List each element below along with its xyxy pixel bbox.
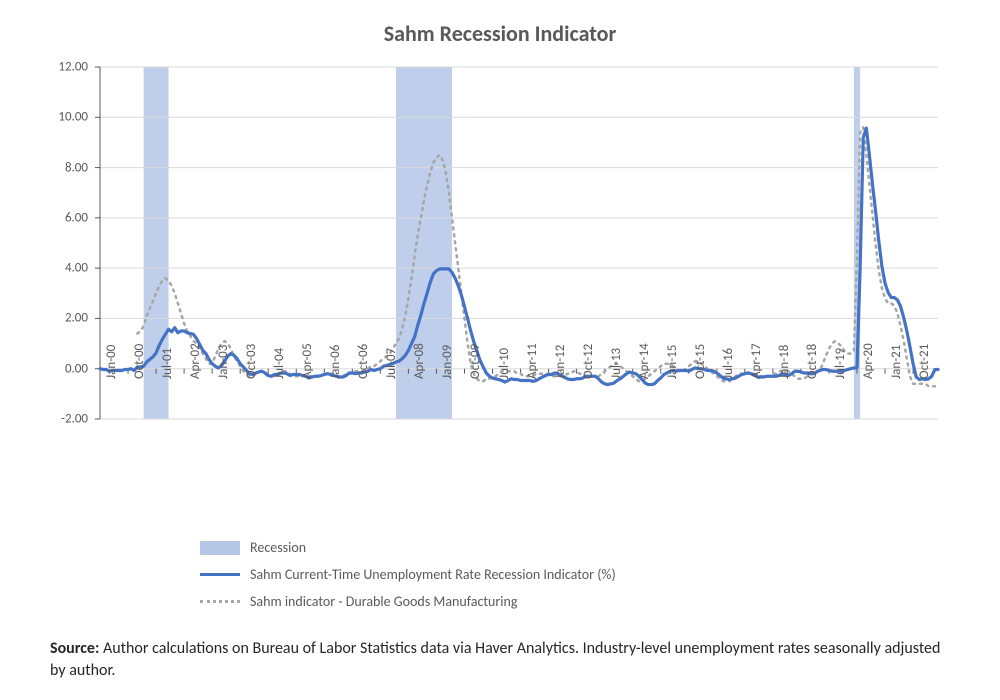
x-tick-label: Oct-06 xyxy=(356,343,371,378)
source-text: Author calculations on Bureau of Labor S… xyxy=(50,639,940,680)
legend-item: Sahm Current-Time Unemployment Rate Rece… xyxy=(200,566,616,583)
x-tick-label: Jan-09 xyxy=(440,344,455,378)
legend: Recession Sahm Current-Time Unemployment … xyxy=(200,539,800,610)
legend-swatch-dotted-line xyxy=(200,595,240,609)
x-tick-label: Jul-16 xyxy=(721,348,736,379)
x-tick-label: Apr-05 xyxy=(300,343,315,379)
x-tick-label: Apr-20 xyxy=(861,343,876,379)
x-tick-label: Oct-15 xyxy=(693,343,708,378)
x-tick-label: Apr-14 xyxy=(637,343,652,379)
x-tick-label: Jul-19 xyxy=(833,348,848,379)
y-tick-label: 8.00 xyxy=(65,160,88,175)
x-tick-label: Jan-18 xyxy=(777,344,792,378)
chart-title: Sahm Recession Indicator xyxy=(40,20,960,47)
x-tick-label: Apr-02 xyxy=(188,343,203,379)
x-tick-label: Jul-04 xyxy=(272,348,287,379)
legend-item: Sahm indicator - Durable Goods Manufactu… xyxy=(200,593,517,610)
x-tick-label: Jan-06 xyxy=(328,344,343,378)
x-tick-label: Jan-21 xyxy=(889,344,904,378)
x-tick-label: Oct-03 xyxy=(244,343,259,378)
source-label: Source: xyxy=(50,639,99,658)
legend-label: Recession xyxy=(250,539,306,556)
y-tick-label: 2.00 xyxy=(65,311,88,326)
chart-container: Sahm Recession Indicator -2.00 0.00 2.00 4.… xyxy=(0,0,1000,700)
x-tick-label: Apr-08 xyxy=(412,343,427,379)
x-tick-label: Oct-18 xyxy=(805,343,820,378)
x-tick-label: Oct-09 xyxy=(468,343,483,378)
legend-swatch-solid-line xyxy=(200,568,240,582)
y-tick-label: -2.00 xyxy=(61,412,88,427)
x-tick-label: Oct-21 xyxy=(917,343,932,378)
source-note: Source: Author calculations on Bureau of… xyxy=(50,638,950,683)
x-tick-label: Jan-00 xyxy=(104,344,119,378)
y-tick-label: 6.00 xyxy=(65,210,88,225)
x-tick-label: Jan-03 xyxy=(216,344,231,378)
x-tick-label: Jan-12 xyxy=(553,344,568,378)
y-tick-label: 4.00 xyxy=(65,261,88,276)
x-tick-label: Apr-17 xyxy=(749,343,764,379)
x-tick-label: Apr-11 xyxy=(525,343,540,379)
x-tick-label: Jul-10 xyxy=(497,348,512,379)
legend-swatch-recession xyxy=(200,541,240,555)
y-tick-label: 12.00 xyxy=(58,60,88,75)
legend-item: Recession xyxy=(200,539,306,556)
x-tick-label: Jul-07 xyxy=(384,348,399,379)
x-tick-label: Oct-12 xyxy=(581,343,596,378)
x-tick-label: Jul-01 xyxy=(160,348,175,379)
legend-label: Sahm Current-Time Unemployment Rate Rece… xyxy=(250,566,616,583)
legend-label: Sahm indicator - Durable Goods Manufactu… xyxy=(250,593,517,610)
x-tick-label: Oct-00 xyxy=(132,343,147,378)
y-tick-label: 0.00 xyxy=(65,361,88,376)
y-tick-label: 10.00 xyxy=(58,110,88,125)
plot-area: -2.00 0.00 2.00 4.00 6.00 8.00 10.00 12.00 Jan-0… xyxy=(50,59,950,509)
x-tick-label: Jul-13 xyxy=(609,348,624,379)
x-tick-label: Jan-15 xyxy=(665,344,680,378)
